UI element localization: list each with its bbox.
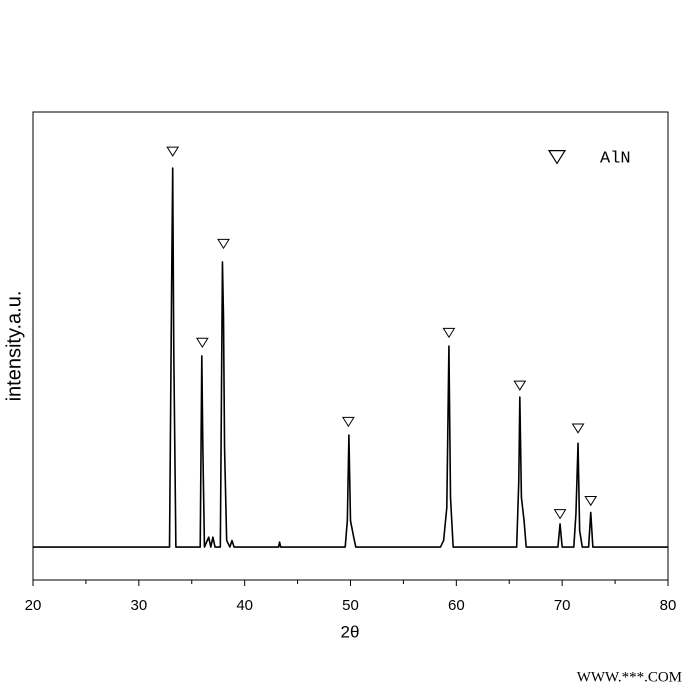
peak-marker	[571, 423, 585, 434]
peak-marker	[442, 327, 456, 339]
x-tick-label: 50	[342, 597, 359, 614]
peak-marker	[166, 146, 180, 157]
x-tick-label: 60	[448, 597, 465, 614]
watermark: WWW.***.COM	[577, 669, 682, 685]
legend-label: AlN	[600, 149, 631, 168]
peak-marker	[513, 380, 527, 391]
peak-marker	[217, 238, 230, 250]
spectrum-line	[33, 167, 668, 548]
x-tick-label: 20	[25, 597, 42, 614]
x-tick-label: 30	[130, 597, 147, 614]
legend-symbol	[547, 150, 567, 165]
peak-marker	[341, 416, 355, 428]
peak-marker	[584, 496, 598, 507]
x-tick-label: 70	[554, 597, 571, 614]
y-axis-label: intensity.a.u.	[3, 291, 25, 402]
peak-marker	[195, 337, 209, 349]
x-tick-label: 40	[236, 597, 253, 614]
x-axis-label: 2θ	[341, 622, 360, 641]
x-tick-label: 80	[660, 597, 677, 614]
peak-marker	[553, 509, 567, 520]
